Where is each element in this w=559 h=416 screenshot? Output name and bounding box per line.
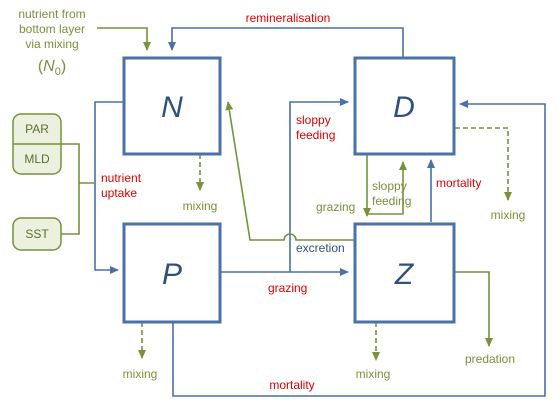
input-sst: SST [12,217,62,251]
box-n: N [122,56,222,156]
input-mld-label: MLD [24,152,50,166]
input-par-mld: PAR MLD [12,113,62,175]
grazing-red-label: grazing [268,281,307,295]
mixing-z-label: mixing [356,367,391,381]
forcing-input-lines [61,143,95,235]
sloppy-feeding-arrow [289,98,349,272]
sloppy-feeding-green-label-1: sloppy [372,179,407,193]
remineralisation-arrow [168,27,404,57]
mixing-p-label: mixing [123,367,158,381]
grazing-green-label: grazing [316,200,355,214]
predation-label: predation [465,352,515,366]
remineralisation-label: remineralisation [246,11,331,25]
predation-arrow [454,271,493,347]
mortality-top-label: mortality [436,176,481,190]
p-mortality-arrow [172,100,546,397]
nutrient-source-line3: via mixing [25,37,78,51]
box-n-label: N [161,91,183,124]
nutrient-source-line1: nutrient from [18,7,85,21]
sloppy-feeding-z-to-d-arrow [367,161,407,215]
sloppy-feeding-green-label-2: feeding [372,194,411,208]
box-d-label: D [393,91,415,124]
box-d: D [353,56,456,156]
mixing-d-arrow [455,127,512,201]
mortality-bottom-label: mortality [269,378,314,392]
input-sst-label: SST [25,227,49,241]
box-z: Z [353,222,456,324]
excretion-label: excretion [296,241,345,255]
mixing-n-label: mixing [183,199,218,213]
nutrient-uptake-label-1: nutrient [101,171,142,185]
mixing-d-label: mixing [491,208,526,222]
box-p: P [122,222,222,324]
excretion-arrow [225,101,354,241]
box-z-label: Z [394,258,415,291]
sloppy-feeding-red-label-2: feeding [296,128,335,142]
sloppy-feeding-red-label-1: sloppy [296,113,331,127]
box-p-label: P [162,258,182,291]
nutrient-source-line2: bottom layer [19,22,85,36]
nutrient-uptake-label-2: uptake [101,186,137,200]
input-par-label: PAR [25,122,49,136]
nutrient-uptake-arrow [94,101,124,274]
n0-symbol: (N0) [38,58,66,78]
bottom-layer-input-arrow [97,27,151,51]
